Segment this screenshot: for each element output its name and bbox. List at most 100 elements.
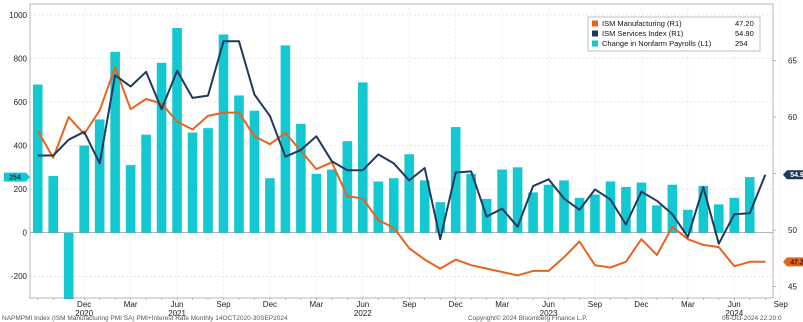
payrolls-bar [342, 141, 353, 233]
payrolls-bar [466, 173, 476, 233]
payrolls-bar [605, 181, 616, 233]
legend-label-ism-services: ISM Services Index (R1) [602, 29, 684, 38]
payrolls-value-tag: 254 [4, 172, 30, 182]
legend-value-ism-services: 54.90 [735, 29, 754, 38]
services-value-tag-shape [783, 170, 803, 180]
payrolls-bar [559, 180, 569, 233]
x-axis-year-label: 2024 [725, 309, 743, 318]
payrolls-bar [110, 51, 120, 233]
left-axis-tick-label: 800 [14, 54, 28, 63]
legend-swatch-nonfarm-payrolls [592, 40, 598, 47]
grid-lines [30, 4, 781, 298]
payrolls-bar [450, 127, 461, 233]
x-axis-year-label: 2021 [168, 309, 186, 318]
payrolls-bar [249, 110, 260, 233]
payrolls-bar [404, 154, 415, 233]
manufacturing-value-tag-shape [783, 257, 803, 267]
left-axis-tick-label: 600 [14, 98, 28, 107]
left-axis-tick-label: 200 [14, 185, 28, 194]
right-axis-tick-label: 45 [788, 283, 797, 292]
payrolls-bar [497, 169, 507, 233]
payrolls-bar [528, 192, 538, 233]
services-value-tag-label: 54.9 [790, 172, 803, 179]
payrolls-bar [667, 184, 678, 233]
payrolls-bar [311, 173, 322, 233]
manufacturing-value-tag-label: 47.2 [790, 259, 803, 266]
payrolls-bar [63, 232, 74, 300]
x-axis-month-label: Mar [681, 300, 695, 309]
payrolls-bar [512, 167, 523, 233]
payrolls-bar [419, 180, 430, 233]
payrolls-bar [358, 82, 368, 233]
payrolls-bar [172, 27, 182, 233]
payrolls-bar [543, 184, 554, 233]
payrolls-bar [590, 194, 600, 233]
x-axis-month-label: Jun [542, 300, 555, 309]
legend: ISM Manufacturing (R1) 47.20 ISM Service… [587, 16, 761, 52]
legend-label-ism-manufacturing: ISM Manufacturing (R1) [602, 19, 682, 28]
x-axis-month-label: Mar [309, 300, 323, 309]
axes: -200020040060080010004550556065DecMarJun… [9, 3, 797, 318]
left-axis-tick-label: 0 [23, 229, 28, 238]
left-axis-tick-label: 400 [14, 142, 28, 151]
payrolls-bar [636, 182, 647, 233]
payrolls-bar [141, 134, 151, 233]
payrolls-bar [574, 197, 585, 233]
payrolls-value-tag-label: 254 [9, 175, 21, 182]
payrolls-bar [265, 178, 275, 233]
left-axis-tick-label: 1000 [9, 11, 27, 20]
x-axis-month-label: Jun [171, 300, 184, 309]
x-axis-month-label: Dec [77, 300, 91, 309]
right-axis-tick-label: 60 [788, 113, 797, 122]
x-axis-month-label: Dec [634, 300, 648, 309]
payrolls-bar [48, 176, 59, 233]
right-axis-tick-label: 50 [788, 226, 797, 235]
payrolls-bar [714, 204, 724, 233]
payrolls-value-tag-shape [4, 172, 30, 182]
payrolls-bar [187, 132, 198, 233]
footer: NAPMPMI Index (ISM Manufacturing PMI SA)… [2, 314, 782, 322]
legend-value-ism-manufacturing: 47.20 [735, 19, 754, 28]
payrolls-bar [79, 145, 89, 233]
ism-lines [36, 40, 767, 277]
ism-services-line [37, 40, 767, 245]
payrolls-bar [234, 95, 244, 233]
payrolls-bar [744, 177, 755, 233]
x-axis-month-label: Mar [495, 300, 509, 309]
payrolls-bar [373, 181, 384, 233]
payrolls-bar [203, 128, 213, 233]
x-axis-month-label: Sep [588, 300, 603, 309]
x-axis-year-label: 2020 [75, 309, 93, 318]
payrolls-bar [698, 185, 709, 233]
footer-copyright: Copyright© 2024 Bloomberg Finance L.P. [468, 314, 588, 322]
payrolls-bar [32, 84, 43, 233]
x-axis-month-label: Sep [774, 300, 789, 309]
value-tags: 254 54.9 47.2 [4, 170, 803, 266]
manufacturing-value-tag: 47.2 [783, 257, 803, 266]
footer-source: NAPMPMI Index (ISM Manufacturing PMI SA)… [2, 315, 288, 322]
payrolls-bar [94, 119, 105, 233]
legend-swatch-ism-services [592, 30, 598, 37]
x-axis-month-label: Sep [402, 300, 417, 309]
x-axis-month-label: Sep [216, 300, 231, 309]
right-axis-tick-label: 65 [788, 57, 797, 66]
payrolls-bar [156, 62, 167, 233]
payrolls-bar [125, 165, 136, 233]
payrolls-bars [32, 27, 755, 300]
payrolls-bar [218, 34, 229, 233]
x-axis-month-label: Dec [263, 300, 277, 309]
x-axis-month-label: Jun [728, 300, 741, 309]
x-axis-month-label: Dec [449, 300, 463, 309]
left-axis-tick-label: -200 [11, 272, 28, 281]
x-axis-year-label: 2022 [354, 309, 372, 318]
legend-box [587, 16, 761, 52]
plot-frame [29, 3, 774, 299]
x-axis-year-label: 2023 [540, 309, 558, 318]
payrolls-bar [388, 178, 399, 233]
footer-timestamp: 06-Oct-2024 22:20:0 [722, 315, 782, 322]
legend-value-nonfarm-payrolls: 254 [735, 39, 748, 48]
legend-label-nonfarm-payrolls: Change in Nonfarm Payrolls (L1) [602, 39, 712, 48]
x-axis-month-label: Jun [356, 300, 369, 309]
services-value-tag: 54.9 [783, 170, 803, 179]
payrolls-bar [327, 169, 337, 233]
